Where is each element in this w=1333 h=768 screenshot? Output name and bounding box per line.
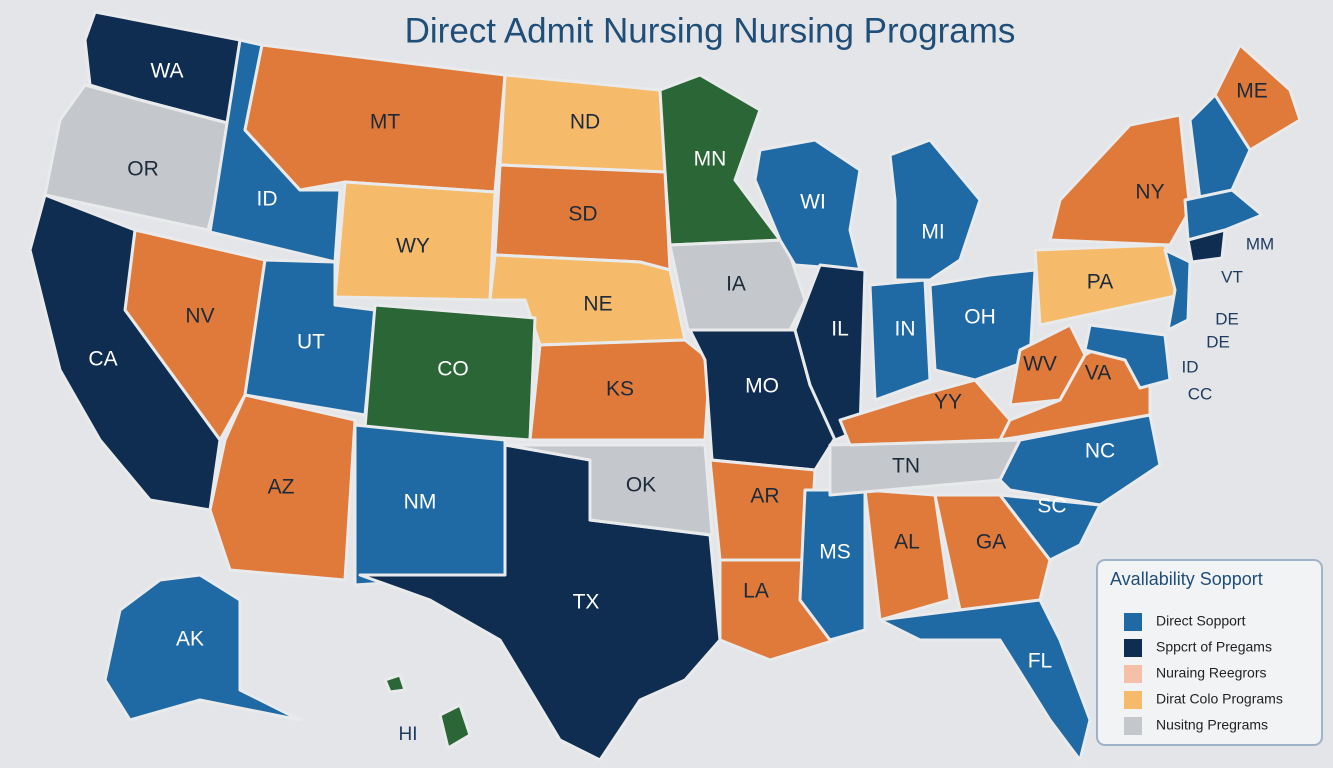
state-label: MI xyxy=(921,221,944,244)
state-label: KS xyxy=(606,378,634,401)
state-label: CC xyxy=(1188,384,1213,403)
state-shape xyxy=(838,378,1012,447)
state-label: TN xyxy=(892,455,920,478)
state-label: CO xyxy=(437,358,469,381)
states xyxy=(28,10,1302,762)
state-label: PA xyxy=(1087,271,1113,294)
state-label: WA xyxy=(150,60,183,83)
legend-swatch xyxy=(1124,691,1142,709)
legend-label: Nusitng Pregrams xyxy=(1156,717,1268,733)
state-shape xyxy=(708,458,817,562)
state-label: WI xyxy=(800,191,826,214)
legend-swatch xyxy=(1124,613,1142,631)
state-label: MM xyxy=(1246,234,1274,253)
state-shape xyxy=(43,83,237,232)
state-shape xyxy=(503,443,714,537)
state-shape xyxy=(863,488,952,622)
state-label: NY xyxy=(1135,181,1164,204)
state-label: CA xyxy=(88,348,117,371)
state-shape xyxy=(668,238,807,332)
state-shape xyxy=(998,413,1162,507)
state-label: ME xyxy=(1236,80,1268,103)
state-shape xyxy=(1163,248,1192,332)
state-label: UT xyxy=(297,331,325,354)
state-shape xyxy=(208,393,357,582)
state-shape xyxy=(1048,113,1192,247)
state-shape xyxy=(828,438,1022,497)
state-label: AL xyxy=(894,531,920,554)
state-shape xyxy=(888,138,982,282)
state-label: WY xyxy=(396,235,430,258)
state-label: IA xyxy=(726,273,746,296)
state-label: ID xyxy=(257,188,278,211)
state-label: HI xyxy=(399,724,418,745)
legend-label: Nuraing Reegrors xyxy=(1156,665,1267,681)
state-label: GA xyxy=(976,531,1006,554)
state-label: SC xyxy=(1037,495,1066,518)
island xyxy=(438,703,472,750)
state-label: MN xyxy=(694,148,727,171)
state-shape xyxy=(793,263,867,442)
state-label: VA xyxy=(1085,362,1111,385)
state-label: MS xyxy=(819,541,851,564)
state-label: DE xyxy=(1215,309,1239,328)
state-shape xyxy=(868,278,932,402)
map-title: Direct Admit Nursing Nursing Programs xyxy=(405,11,1016,50)
state-label: AR xyxy=(750,485,779,508)
small-states xyxy=(383,93,1264,750)
state-label: OK xyxy=(626,474,656,497)
state-label: SD xyxy=(568,203,597,226)
legend-swatch xyxy=(1124,639,1142,657)
legend-label: Sppcrt of Pregams xyxy=(1156,639,1272,655)
state-label: IL xyxy=(831,318,849,341)
state-shape xyxy=(103,573,302,722)
state-label: AZ xyxy=(268,476,295,499)
state-label: MT xyxy=(370,111,400,134)
state-label: NE xyxy=(583,293,612,316)
state-label: NM xyxy=(404,491,437,514)
state-label: VT xyxy=(1221,267,1243,286)
state-label: ND xyxy=(570,111,600,134)
state-label: WV xyxy=(1023,353,1057,376)
legend-title: Avallability Sopport xyxy=(1110,569,1263,589)
state-shape xyxy=(998,493,1102,562)
state-label: FL xyxy=(1028,650,1053,673)
state-label: OR xyxy=(127,158,159,181)
state-shape xyxy=(878,598,1092,762)
state-shape xyxy=(28,193,222,512)
state-label: TX xyxy=(573,591,600,614)
state-label: NV xyxy=(185,305,214,328)
legend-box xyxy=(1096,559,1323,746)
state-shape xyxy=(1186,228,1227,264)
state-label: YY xyxy=(934,391,962,414)
state-shape xyxy=(1183,188,1264,242)
state-label: LA xyxy=(743,580,769,603)
state-shape xyxy=(1188,93,1252,202)
island xyxy=(383,673,407,694)
legend-swatch xyxy=(1124,717,1142,735)
state-label: IN xyxy=(895,318,916,341)
state-label: AK xyxy=(176,628,204,651)
legend-label: Direct Sopport xyxy=(1156,613,1246,629)
legend-label: Dirat Colo Programs xyxy=(1156,691,1283,707)
state-label: DE xyxy=(1206,332,1230,351)
state-label: NC xyxy=(1085,440,1115,463)
state-label: MO xyxy=(745,375,779,398)
state-label: ID xyxy=(1182,357,1199,376)
state-shape xyxy=(1083,323,1172,390)
legend-swatch xyxy=(1124,665,1142,683)
state-label: OH xyxy=(964,306,996,329)
